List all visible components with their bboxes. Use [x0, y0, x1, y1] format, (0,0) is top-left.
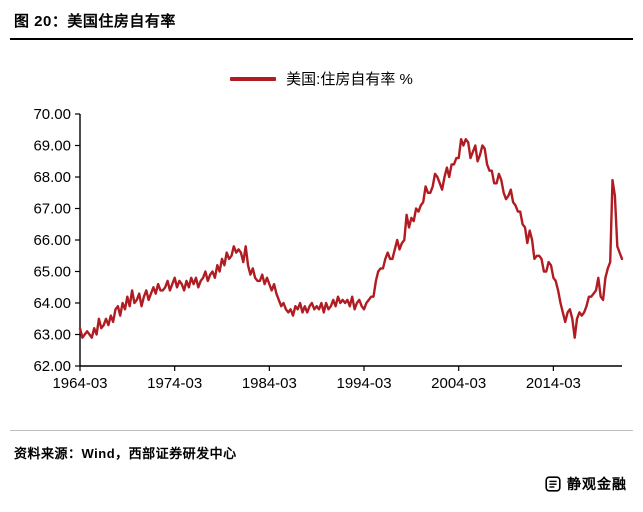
- x-tick-label: 2014-03: [526, 375, 581, 392]
- y-tick-label: 62.00: [33, 358, 71, 375]
- figure-title: 图 20：美国住房自有率: [14, 13, 176, 30]
- source-note: 资料来源：Wind，西部证券研发中心: [10, 430, 633, 462]
- legend-line-swatch: [230, 76, 277, 81]
- y-tick-label: 65.00: [33, 264, 71, 281]
- y-tick-label: 67.00: [33, 201, 71, 218]
- x-tick-label: 1964-03: [52, 375, 107, 392]
- y-tick-label: 63.00: [33, 327, 71, 344]
- y-tick-label: 66.00: [33, 232, 71, 249]
- x-tick-label: 1974-03: [147, 375, 202, 392]
- watermark-text: 静观金融: [567, 476, 627, 492]
- figure-header: 图 20：美国住房自有率: [10, 8, 633, 40]
- title-divider: [10, 38, 633, 40]
- y-tick-label: 70.00: [33, 106, 71, 123]
- y-tick-label: 68.00: [33, 169, 71, 186]
- chart-line: [78, 138, 624, 339]
- watermark: 静观金融: [545, 474, 627, 494]
- y-tick-label: 64.00: [33, 295, 71, 312]
- y-tick-label: 69.00: [33, 138, 71, 155]
- legend-label: 美国:住房自有率 %: [286, 71, 413, 88]
- y-axis: 62.00 63.00 64.00 65.00 66.00 67.00 68.00 69.00…: [33, 106, 80, 375]
- x-tick-label: 2004-03: [431, 375, 486, 392]
- x-tick-label: 1994-03: [336, 375, 391, 392]
- x-tick-label: 1984-03: [242, 375, 297, 392]
- chart-legend: 美国:住房自有率 %: [0, 68, 643, 89]
- chart-canvas: 62.00 63.00 64.00 65.00 66.00 67.00 68.00 69.00…: [33, 106, 624, 392]
- watermark-logo-icon: [545, 476, 561, 492]
- chart-area: 62.00 63.00 64.00 65.00 66.00 67.00 68.00 69.00…: [12, 100, 632, 402]
- axis-lines: [79, 114, 622, 367]
- x-axis: 1964-03 1974-03 1984-03 1994-03 2004-03 2014-…: [52, 366, 581, 392]
